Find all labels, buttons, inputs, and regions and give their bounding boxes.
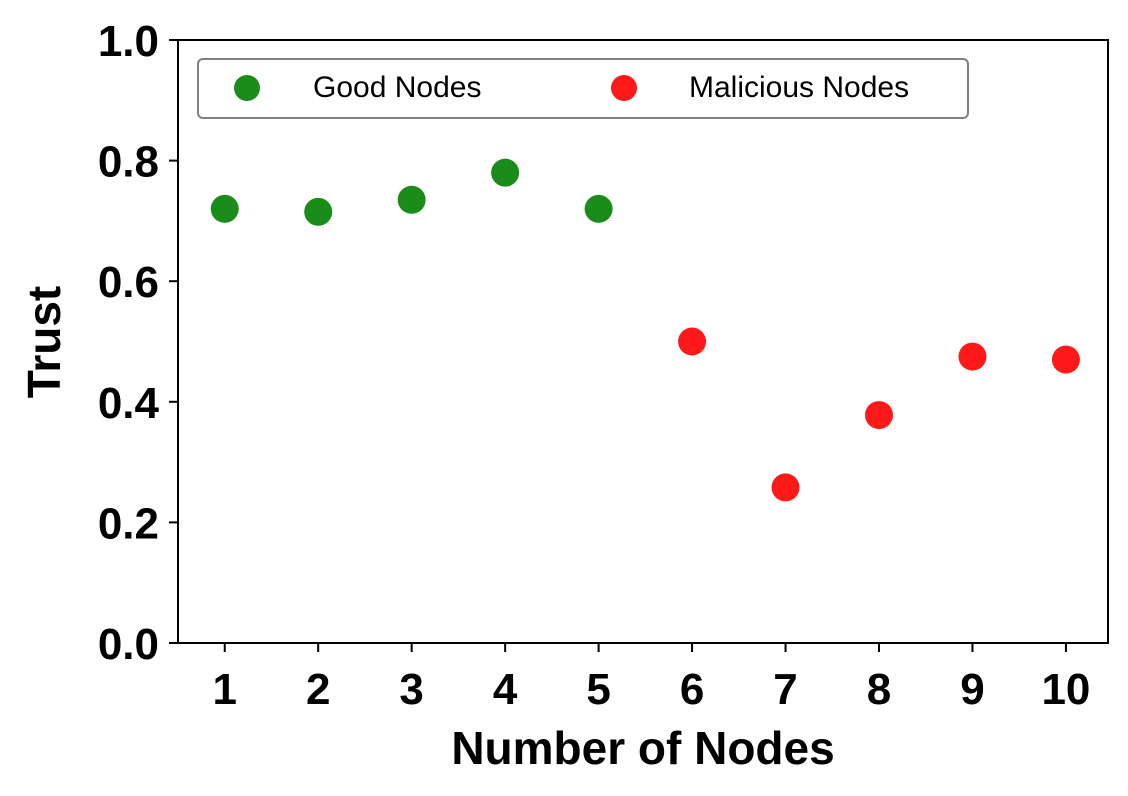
y-tick-label: 0.2 [98, 499, 159, 548]
y-tick-label: 0.0 [98, 620, 159, 669]
x-tick-label: 1 [212, 665, 236, 714]
x-tick-label: 9 [960, 665, 984, 714]
malicious-node-point [678, 327, 707, 356]
good-node-point [491, 158, 520, 187]
x-tick-label: 6 [680, 665, 704, 714]
malicious-node-point [1051, 345, 1080, 374]
legend-box [197, 58, 969, 119]
x-tick-label: 5 [586, 665, 610, 714]
data-points [210, 158, 1080, 502]
y-axis-ticks: 0.0 0.2 0.4 0.6 0.8 1.0 [98, 17, 178, 669]
x-axis-ticks: 1 2 3 4 5 6 7 8 9 10 [212, 643, 1090, 714]
x-tick-label: 2 [306, 665, 330, 714]
malicious-node-point [958, 342, 987, 371]
legend-marker-malicious-nodes [611, 75, 637, 101]
malicious-node-point [771, 473, 800, 502]
x-tick-label: 3 [399, 665, 423, 714]
good-node-point [584, 194, 613, 223]
plot-frame [177, 39, 1109, 644]
legend-label-good-nodes: Good Nodes [313, 71, 481, 104]
legend-marker-good-nodes [234, 75, 260, 101]
x-tick-label: 10 [1041, 665, 1090, 714]
y-tick-label: 1.0 [98, 17, 159, 66]
good-node-point [397, 185, 426, 214]
x-tick-label: 8 [867, 665, 891, 714]
malicious-node-point [865, 401, 894, 430]
good-node-point [210, 194, 239, 223]
x-tick-label: 4 [493, 665, 518, 714]
x-tick-label: 7 [773, 665, 797, 714]
y-tick-label: 0.6 [98, 258, 159, 307]
y-axis-title: Trust [18, 286, 70, 398]
x-axis-title: Number of Nodes [451, 722, 834, 774]
y-tick-label: 0.4 [98, 379, 160, 428]
y-tick-label: 0.8 [98, 138, 159, 187]
legend-label-malicious-nodes: Malicious Nodes [689, 71, 909, 104]
legend: Good Nodes Malicious Nodes [197, 58, 969, 119]
good-node-point [304, 197, 333, 226]
